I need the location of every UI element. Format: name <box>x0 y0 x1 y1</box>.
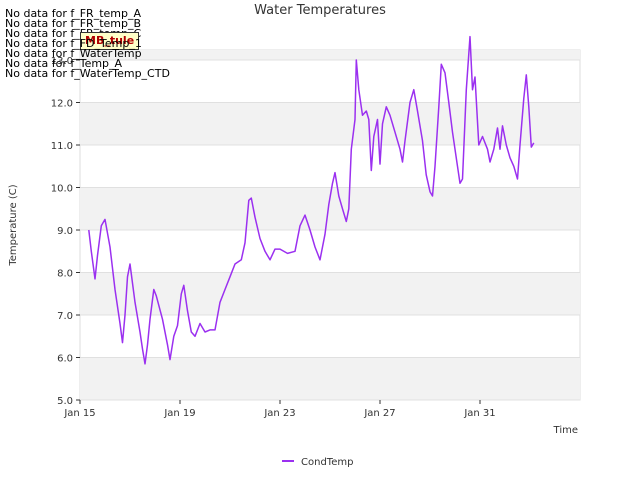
grid-band <box>80 272 580 315</box>
y-tick-label: 11.0 <box>51 141 73 152</box>
y-tick-label: 6.0 <box>57 354 73 365</box>
no-data-message: No data for f_Temp_A <box>5 57 123 70</box>
x-tick-label: Jan 27 <box>363 408 395 419</box>
y-tick-label: 5.0 <box>57 396 73 407</box>
y-tick-label: 7.0 <box>57 311 73 322</box>
x-axis-label: Time <box>553 425 578 436</box>
y-axis: 5.0 6.0 7.0 8.0 9.0 10.0 11.0 12.0 13.0 <box>51 56 580 407</box>
legend: CondTemp <box>282 457 353 468</box>
y-axis-label: Temperature (C) <box>8 184 19 266</box>
series-layer <box>88 35 535 365</box>
x-tick-label: Jan 15 <box>63 408 95 419</box>
y-tick-label: 9.0 <box>57 226 73 237</box>
no-data-message: No data for f_WaterTemp <box>5 47 142 60</box>
site-badge: MB_tule <box>80 32 140 50</box>
no-data-message: No data for f_FR_temp_A <box>5 7 141 20</box>
grid-band <box>80 357 580 400</box>
no-data-message: No data for f_FD_Temp_1 <box>5 37 142 50</box>
legend-label: CondTemp <box>301 457 353 468</box>
x-tick-label: Jan 23 <box>263 408 295 419</box>
y-tick-label: 13.0 <box>51 56 73 67</box>
no-data-message: No data for f_FR_temp_C <box>5 27 142 40</box>
grid-band <box>80 50 580 60</box>
no-data-message: No data for f_FR_temp_B <box>5 17 142 30</box>
x-tick-label: Jan 31 <box>463 408 495 419</box>
x-tick-label: Jan 19 <box>163 408 195 419</box>
grid-band <box>80 102 580 145</box>
no-data-message: No data for f_WaterTemp_CTD <box>5 67 170 80</box>
series-line-condtemp <box>88 35 535 365</box>
chart-title: Water Temperatures <box>254 3 386 18</box>
y-tick-label: 12.0 <box>51 99 73 110</box>
plot-area <box>79 49 581 401</box>
x-axis: Jan 15 Jan 19 Jan 23 Jan 27 Jan 31 <box>63 400 496 419</box>
y-tick-label: 10.0 <box>51 184 73 195</box>
y-tick-label: 8.0 <box>57 269 73 280</box>
